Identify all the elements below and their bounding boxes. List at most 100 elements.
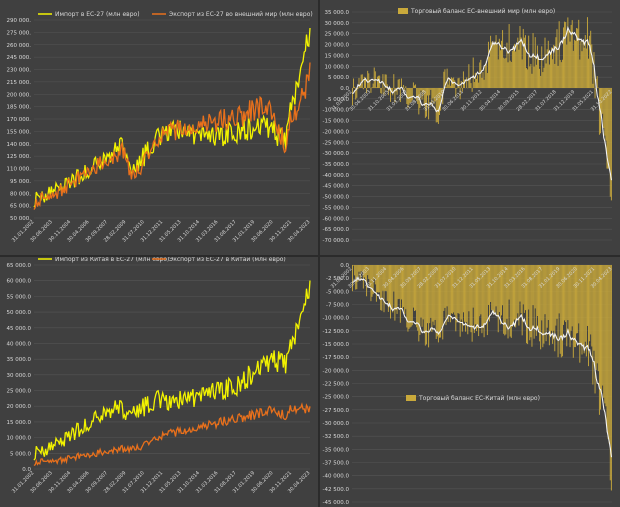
balance-bar bbox=[501, 40, 502, 88]
balance-bar bbox=[502, 30, 504, 89]
balance-bar bbox=[553, 265, 555, 331]
balance-bar bbox=[388, 265, 390, 308]
balance-bar bbox=[363, 76, 365, 88]
y-tick-label: 80 000. bbox=[10, 191, 31, 197]
balance-bar bbox=[520, 265, 522, 314]
balance-bar bbox=[416, 88, 418, 101]
balance-bar bbox=[390, 265, 391, 319]
balance-bar bbox=[455, 265, 457, 332]
balance-bar bbox=[507, 62, 509, 88]
balance-bar bbox=[352, 88, 353, 106]
balance-bar bbox=[424, 265, 426, 346]
balance-bar bbox=[434, 88, 436, 102]
balance-bar bbox=[457, 78, 459, 88]
balance-bar bbox=[400, 265, 402, 300]
balance-bar bbox=[547, 265, 549, 320]
balance-bar bbox=[420, 265, 422, 318]
balance-bar bbox=[387, 88, 389, 96]
balance-bar bbox=[552, 265, 554, 344]
balance-bar bbox=[606, 88, 608, 169]
balance-bar bbox=[487, 41, 489, 88]
balance-bar bbox=[439, 265, 440, 338]
balance-bar bbox=[440, 88, 442, 111]
balance-bar bbox=[481, 77, 483, 88]
balance-bar bbox=[402, 265, 403, 312]
balance-bar bbox=[569, 41, 571, 88]
balance-bar bbox=[472, 265, 474, 308]
balance-bar bbox=[543, 67, 545, 88]
balance-bar bbox=[521, 59, 523, 88]
balance-bar bbox=[362, 265, 364, 289]
balance-bar bbox=[563, 27, 564, 88]
balance-bar bbox=[383, 88, 385, 96]
balance-bar bbox=[585, 48, 587, 88]
balance-bar bbox=[456, 265, 458, 323]
balance-bar bbox=[534, 265, 536, 309]
horizontal-divider bbox=[0, 255, 620, 257]
balance-bar bbox=[593, 52, 595, 88]
balance-bar bbox=[357, 265, 359, 282]
balance-bar bbox=[451, 265, 452, 314]
balance-bar bbox=[472, 57, 474, 88]
balance-bar bbox=[361, 265, 363, 273]
balance-bar bbox=[422, 88, 424, 93]
y-tick-label: -40 000.0 bbox=[323, 173, 350, 179]
balance-bar bbox=[419, 88, 421, 108]
balance-bar bbox=[577, 28, 579, 88]
balance-bar bbox=[579, 59, 581, 88]
balance-bar bbox=[583, 47, 585, 88]
balance-bar bbox=[514, 43, 516, 88]
balance-bar bbox=[571, 20, 573, 88]
balance-bar bbox=[370, 265, 372, 302]
balance-bar bbox=[601, 88, 603, 119]
balance-bar bbox=[610, 88, 612, 201]
y-tick-label: 65 000.0 bbox=[7, 263, 32, 269]
balance-bar bbox=[569, 265, 571, 348]
y-tick-label: -65 000.0 bbox=[323, 227, 350, 233]
balance-bar bbox=[384, 265, 386, 291]
y-tick-label: -42 500.0 bbox=[323, 487, 350, 493]
balance-bar bbox=[575, 40, 576, 88]
balance-bar bbox=[418, 88, 420, 115]
balance-bar bbox=[485, 265, 487, 322]
balance-bar bbox=[572, 50, 574, 88]
y-tick-label: -35 000.0 bbox=[323, 447, 350, 453]
balance-bar bbox=[446, 265, 448, 307]
balance-bar bbox=[594, 88, 596, 99]
balance-bar bbox=[516, 265, 518, 320]
balance-bar bbox=[412, 82, 414, 88]
balance-bar bbox=[486, 73, 488, 88]
balance-bar bbox=[380, 265, 382, 311]
balance-bar bbox=[503, 265, 505, 334]
balance-bar bbox=[365, 77, 366, 88]
balance-bar bbox=[554, 63, 556, 88]
balance-bar bbox=[442, 265, 444, 340]
balance-bar bbox=[464, 265, 465, 322]
y-tick-label: 0.0 bbox=[340, 86, 349, 92]
y-tick-label: 5 000.0 bbox=[10, 451, 31, 457]
balance-bar bbox=[570, 265, 572, 331]
balance-bar bbox=[368, 73, 370, 88]
y-tick-label: 25 000.0 bbox=[325, 32, 350, 38]
y-tick-label: 35 000.0 bbox=[325, 10, 350, 16]
balance-bar bbox=[409, 88, 411, 103]
y-tick-label: 15 000.0 bbox=[7, 420, 32, 426]
balance-bar bbox=[591, 265, 593, 347]
y-tick-label: 290 000. bbox=[7, 18, 32, 24]
balance-bar bbox=[454, 80, 456, 88]
balance-bar bbox=[392, 265, 394, 313]
balance-bar bbox=[458, 265, 460, 314]
legend-label: Импорт из Китая в ЕС-27 (млн евро) bbox=[55, 257, 169, 263]
balance-bar bbox=[417, 265, 419, 331]
balance-bar bbox=[399, 88, 401, 103]
balance-bar bbox=[418, 265, 420, 342]
y-tick-label: -50 000.0 bbox=[323, 195, 350, 201]
balance-bar bbox=[539, 68, 541, 88]
balance-bar bbox=[576, 265, 578, 334]
balance-bar bbox=[583, 265, 585, 354]
balance-bar bbox=[439, 88, 440, 116]
balance-bar bbox=[535, 64, 537, 88]
balance-bar bbox=[557, 65, 559, 88]
balance-bar bbox=[445, 86, 447, 88]
balance-bar bbox=[354, 86, 356, 88]
